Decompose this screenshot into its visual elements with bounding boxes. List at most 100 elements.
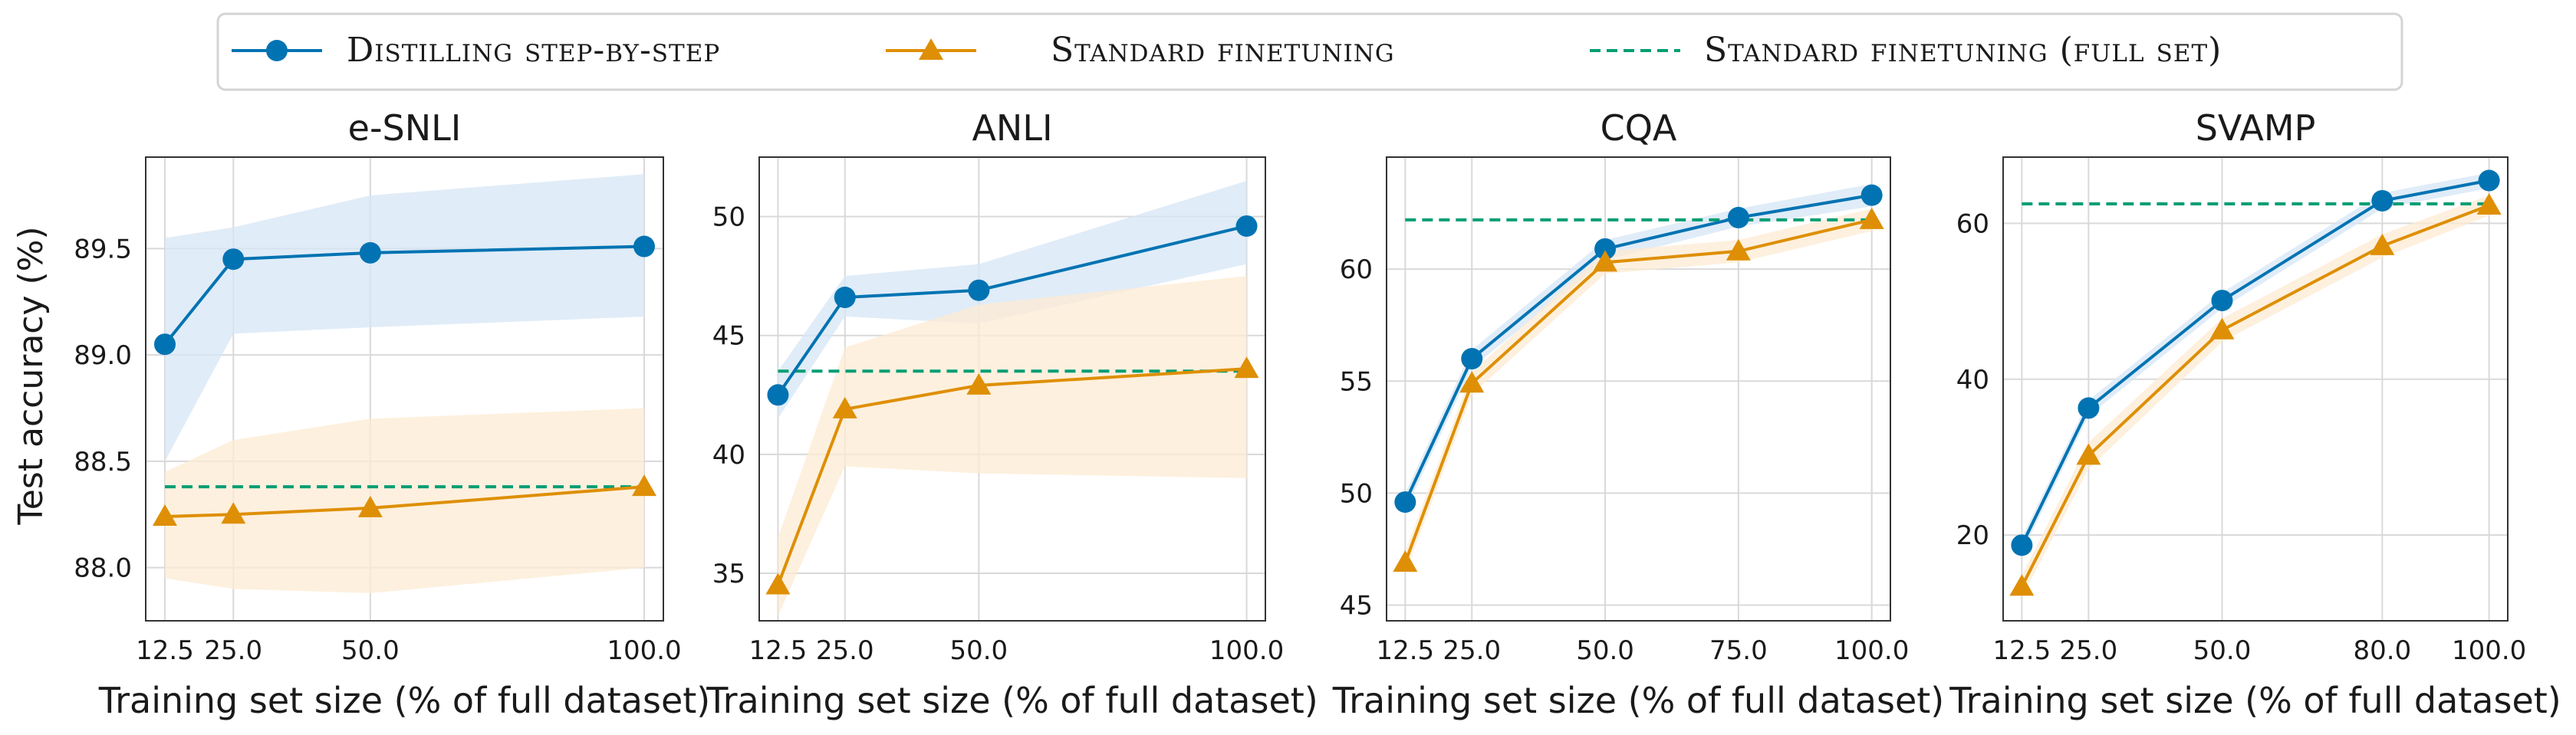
cqa-x-tick-label: 50.0 (1576, 635, 1634, 666)
svamp-point-standard (2009, 574, 2035, 596)
legend-label-distilling: Distilling step-by-step (347, 31, 720, 70)
svamp-point-distilling (2211, 290, 2233, 312)
svamp-x-tick-label: 12.5 (1993, 635, 2051, 666)
anli-title: ANLI (972, 107, 1052, 149)
svamp-title: SVAMP (2196, 107, 2316, 149)
esnli-line-distilling (163, 244, 645, 346)
cqa-x-axis-label: Training set size (% of full dataset) (1332, 680, 1945, 721)
svamp-line-standard (2020, 204, 2490, 588)
esnli-x-tick-label: 12.5 (136, 635, 194, 666)
svamp-x-tick-label: 100.0 (2452, 635, 2526, 666)
panel-svamp: 12.5 25.0 50.0 80.0 100.0 20 40 60 SVAMP Training… (1949, 107, 2561, 721)
esnli-x-tick-label: 50.0 (341, 635, 400, 666)
anli-line-distilling (776, 225, 1248, 396)
anli-point-distilling (834, 287, 856, 309)
legend-frame (216, 12, 2403, 91)
legend-label-fullset: Standard finetuning (full set) (1704, 31, 2222, 70)
svamp-x-axis-label: Training set size (% of full dataset) (1949, 680, 2561, 721)
legend-item-standard: Standard finetuning (886, 31, 1395, 70)
cqa-y-tick-label: 60 (1340, 254, 1373, 285)
cqa-point-distilling (1394, 491, 1416, 514)
svamp-point-distilling (2078, 397, 2100, 419)
esnli-y-tick-label: 88.0 (74, 553, 132, 584)
legend: Distilling step-by-step Standard finetun… (216, 12, 2403, 91)
cqa-point-distilling (1727, 206, 1749, 228)
cqa-point-standard (1393, 550, 1418, 573)
anli-y-tick-label: 35 (712, 559, 745, 589)
panel-esnli: 12.5 25.0 50.0 100.0 88.0 88.5 89.0 89.5 e-SNLI T… (74, 107, 710, 721)
cqa-x-tick-label: 12.5 (1376, 635, 1434, 666)
anli-x-axis-label: Training set size (% of full dataset) (706, 680, 1318, 721)
anli-point-distilling (1235, 215, 1258, 237)
cqa-x-tick-label: 75.0 (1709, 635, 1768, 666)
anli-point-standard (765, 573, 791, 595)
esnli-line-standard (164, 485, 645, 519)
esnli-y-tick-label: 88.5 (74, 447, 132, 477)
esnli-point-standard (357, 495, 383, 517)
legend-item-fullset: Standard finetuning (full set) (1590, 31, 2222, 70)
anli-plot-frame (758, 156, 1266, 622)
panel-anli: 12.5 25.0 50.0 100.0 35 40 45 50 ANLI Training se… (706, 107, 1318, 721)
svamp-point-distilling (2371, 189, 2393, 212)
legend-label-standard: Standard finetuning (1051, 31, 1395, 70)
svamp-point-standard (2076, 443, 2101, 465)
anli-x-tick-label: 25.0 (816, 635, 874, 666)
anli-point-distilling (767, 384, 789, 406)
esnli-x-tick-label: 25.0 (204, 635, 262, 666)
svamp-x-tick-label: 80.0 (2354, 635, 2412, 666)
svamp-y-tick-label: 20 (1956, 520, 1989, 551)
cqa-x-tick-label: 25.0 (1443, 635, 1501, 666)
esnli-point-distilling (222, 248, 245, 271)
cqa-point-distilling (1594, 238, 1617, 260)
svamp-point-distilling (2011, 534, 2033, 556)
panel-cqa: 12.5 25.0 50.0 75.0 100.0 45 50 55 60 CQA Training… (1332, 107, 1945, 721)
esnli-point-standard (632, 474, 656, 497)
anli-y-tick-label: 50 (712, 202, 745, 233)
anli-band-distilling (778, 181, 1247, 419)
esnli-point-standard (221, 502, 246, 524)
anli-y-tick-label: 40 (712, 440, 745, 471)
anli-point-standard (832, 396, 857, 418)
cqa-y-tick-label: 45 (1340, 591, 1373, 622)
cqa-x-tick-label: 100.0 (1834, 635, 1909, 666)
esnli-point-distilling (633, 235, 655, 258)
cqa-y-tick-label: 55 (1340, 366, 1373, 397)
cqa-plot-frame (1386, 156, 1891, 622)
cqa-point-distilling (1860, 184, 1883, 206)
cqa-point-distilling (1461, 348, 1483, 370)
esnli-point-distilling (359, 241, 381, 264)
anli-point-standard (1234, 356, 1259, 379)
anli-x-tick-label: 100.0 (1209, 635, 1284, 666)
esnli-band-distilling (165, 174, 644, 461)
legend-item-distilling: Distilling step-by-step (232, 31, 720, 70)
cqa-point-standard (1459, 371, 1485, 393)
esnli-y-tick-label: 89.0 (74, 340, 132, 371)
anli-y-tick-label: 45 (712, 321, 745, 352)
anli-x-tick-label: 12.5 (749, 635, 808, 666)
svamp-y-tick-label: 40 (1956, 365, 1989, 395)
cqa-point-standard (1859, 207, 1884, 229)
svamp-y-tick-label: 60 (1956, 208, 1989, 239)
esnli-point-distilling (154, 333, 176, 356)
svamp-point-distilling (2478, 169, 2500, 192)
esnli-title: e-SNLI (348, 107, 462, 149)
svamp-band-standard (2022, 195, 2489, 598)
esnli-plot-frame (145, 156, 664, 622)
svamp-point-standard (2476, 193, 2502, 215)
svamp-x-tick-label: 50.0 (2193, 635, 2252, 666)
esnli-y-tick-label: 89.5 (74, 234, 132, 264)
cqa-point-standard (1593, 250, 1618, 272)
anli-x-tick-label: 50.0 (949, 635, 1008, 666)
svamp-point-standard (2370, 233, 2395, 255)
esnli-x-tick-label: 100.0 (607, 635, 681, 666)
esnli-x-axis-label: Training set size (% of full dataset) (98, 680, 711, 721)
cqa-title: CQA (1601, 107, 1677, 149)
esnli-band-standard (165, 408, 644, 593)
y-axis-label: Test accuracy (%) (12, 226, 51, 525)
anli-line-standard (776, 367, 1247, 586)
svamp-x-tick-label: 25.0 (2060, 635, 2118, 666)
anli-band-standard (778, 276, 1247, 616)
legend-circle-marker-icon (266, 40, 288, 61)
legend-triangle-marker-icon (919, 38, 943, 60)
